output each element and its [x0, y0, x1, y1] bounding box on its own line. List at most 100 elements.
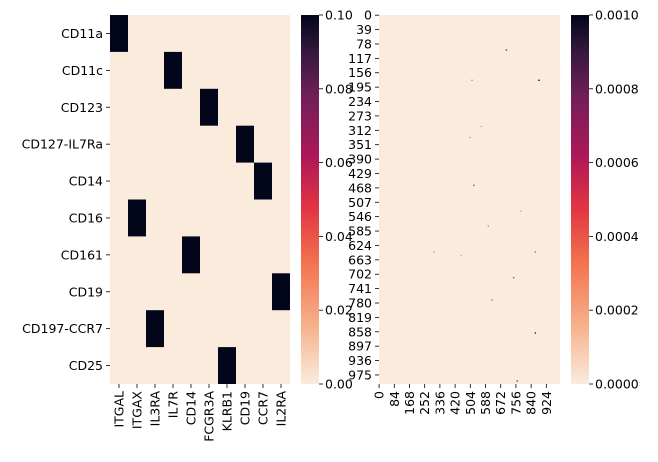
heatmap-1-col-label: IL7R — [166, 391, 181, 419]
heatmap-2-point — [480, 125, 482, 128]
heatmap-2: 0397811715619523427331235139042946850754… — [348, 8, 560, 415]
heatmap-2-row-label: 351 — [348, 137, 372, 152]
heatmap-1-row-labels: CD11a CD11c CD123 CD127-IL7Ra CD14 CD16 CD161 C… — [22, 26, 110, 373]
heatmap-2-point — [534, 332, 537, 334]
heatmap-2-row-label: 702 — [348, 267, 372, 282]
heatmap-1-row-label: CD25 — [69, 358, 103, 373]
heatmap-2-col-labels: 0 84 168 252 336 420 504 588 672 756 840 924 — [372, 384, 554, 415]
heatmap-1-row-label: CD11c — [62, 63, 103, 78]
colorbar-1-tick-label: 0.04 — [325, 229, 353, 244]
heatmap-1-col-label: CD14 — [184, 391, 199, 425]
colorbar-2-ticks: 0.0000 0.0002 0.0004 0.0006 0.0008 0.0010 — [589, 8, 639, 392]
heatmap-2-row-label: 234 — [348, 94, 372, 109]
heatmap-1-cell — [110, 15, 128, 52]
heatmap-2-point — [469, 136, 471, 139]
heatmap-1: CD11a CD11c CD123 CD127-IL7Ra CD14 CD16 CD161 C… — [22, 15, 290, 442]
heatmap-1-col-label: IL3RA — [148, 391, 163, 427]
colorbar-2-tick-label: 0.0006 — [595, 155, 639, 170]
heatmap-2-row-label: 390 — [348, 152, 372, 167]
heatmap-2-col-label: 420 — [448, 391, 463, 415]
colorbar-2: 0.0000 0.0002 0.0004 0.0006 0.0008 0.0010 — [571, 8, 639, 392]
colorbar-1-tick-label: 0.10 — [325, 8, 353, 23]
heatmap-2-row-label: 78 — [356, 36, 372, 51]
heatmap-2-row-label: 156 — [348, 65, 372, 80]
colorbar-1: 0.00 0.02 0.04 0.06 0.08 0.10 — [301, 8, 353, 392]
heatmap-2-point — [433, 251, 435, 253]
heatmap-1-cell — [164, 51, 182, 89]
heatmap-1-cell — [236, 125, 254, 163]
heatmap-1-cell — [272, 273, 290, 311]
heatmap-1-col-label: CD19 — [238, 391, 253, 425]
heatmap-1-row-label: CD123 — [61, 100, 103, 115]
heatmap-2-row-label: 468 — [348, 180, 372, 195]
heatmap-2-row-label: 780 — [348, 296, 372, 311]
heatmap-1-cell — [218, 347, 236, 384]
colorbar-2-gradient — [571, 15, 589, 384]
colorbar-1-gradient — [301, 15, 319, 384]
colorbar-2-tick-label: 0.0010 — [595, 8, 639, 23]
heatmap-2-row-label: 117 — [348, 51, 372, 66]
heatmap-1-cell — [254, 162, 272, 200]
heatmap-1-col-label: ITGAL — [112, 391, 127, 428]
heatmap-2-col-label: 672 — [493, 391, 508, 415]
colorbar-1-tick-label: 0.00 — [325, 377, 353, 392]
heatmap-2-row-label: 429 — [348, 166, 372, 181]
heatmap-2-col-label: 504 — [463, 391, 478, 415]
heatmap-1-row-label: CD11a — [61, 26, 103, 41]
heatmap-2-point — [460, 254, 462, 257]
heatmap-2-row-label: 312 — [348, 123, 372, 138]
colorbar-1-tick-label: 0.02 — [325, 303, 353, 318]
heatmap-1-cell — [146, 310, 164, 348]
heatmap-2-row-label: 195 — [348, 80, 372, 95]
heatmap-1-col-label: CCR7 — [256, 391, 271, 425]
colorbar-2-tick-label: 0.0008 — [595, 81, 639, 96]
heatmap-2-col-label: 0 — [372, 391, 387, 399]
heatmap-1-col-label: ITGAX — [130, 391, 145, 430]
heatmap-1-cell — [128, 199, 146, 237]
colorbar-2-tick-label: 0.0002 — [595, 303, 639, 318]
heatmap-1-row-label: CD16 — [69, 210, 103, 225]
heatmap-2-point — [538, 79, 540, 81]
heatmap-2-row-label: 858 — [348, 324, 372, 339]
heatmap-2-col-label: 756 — [508, 391, 523, 415]
colorbar-2-tick-label: 0.0004 — [595, 229, 639, 244]
heatmap-2-point — [520, 210, 522, 212]
heatmap-2-row-label: 39 — [356, 22, 372, 37]
heatmap-2-row-label: 546 — [348, 209, 372, 224]
heatmap-1-cell — [182, 236, 200, 274]
heatmap-1-col-label: FCGR3A — [202, 391, 217, 442]
heatmap-2-col-label: 168 — [402, 391, 417, 415]
heatmap-2-row-label: 897 — [348, 339, 372, 354]
heatmap-2-row-label: 975 — [348, 367, 372, 382]
heatmap-2-point — [491, 299, 493, 301]
heatmap-2-row-labels: 0397811715619523427331235139042946850754… — [348, 8, 379, 382]
colorbar-1-ticks: 0.00 0.02 0.04 0.06 0.08 0.10 — [319, 8, 353, 392]
heatmap-2-row-label: 273 — [348, 108, 372, 123]
heatmap-2-row-label: 936 — [348, 353, 372, 368]
heatmap-2-row-label: 507 — [348, 195, 372, 210]
heatmap-1-row-label: CD161 — [61, 247, 103, 262]
heatmap-2-col-label: 840 — [524, 391, 539, 415]
colorbar-2-tick-label: 0.0000 — [595, 377, 639, 392]
colorbar-1-tick-label: 0.06 — [325, 155, 353, 170]
heatmap-2-row-label: 624 — [348, 238, 372, 253]
heatmap-1-row-label: CD19 — [69, 284, 103, 299]
heatmap-1-col-label: IL2RA — [274, 391, 289, 427]
heatmap-2-points — [433, 49, 540, 382]
heatmap-2-point — [473, 184, 475, 187]
heatmap-2-row-label: 741 — [348, 281, 372, 296]
heatmap-2-background — [379, 15, 560, 384]
heatmap-1-cell — [200, 88, 218, 126]
heatmap-1-row-label: CD127-IL7Ra — [22, 137, 103, 152]
heatmap-2-col-label: 588 — [478, 391, 493, 415]
heatmap-2-row-label: 0 — [364, 8, 372, 23]
heatmap-2-point — [471, 79, 473, 81]
heatmap-2-row-label: 663 — [348, 252, 372, 267]
heatmap-2-col-label: 252 — [417, 391, 432, 415]
heatmap-2-row-label: 819 — [348, 310, 372, 325]
colorbar-1-tick-label: 0.08 — [325, 81, 353, 96]
heatmap-2-point — [505, 49, 508, 51]
heatmap-1-col-labels: ITGAL ITGAX IL3RA IL7R CD14 FCGR3A KLRB1 CD19 CC… — [112, 384, 289, 442]
heatmap-1-row-label: CD14 — [69, 174, 103, 189]
